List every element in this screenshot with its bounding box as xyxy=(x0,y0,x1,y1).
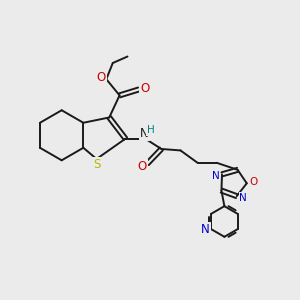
Text: O: O xyxy=(137,160,147,172)
Text: N: N xyxy=(212,171,219,181)
Text: N: N xyxy=(201,223,210,236)
Text: N: N xyxy=(140,127,149,140)
Text: H: H xyxy=(147,125,154,135)
Text: N: N xyxy=(239,193,247,202)
Text: O: O xyxy=(140,82,149,94)
Text: O: O xyxy=(249,177,257,187)
Text: S: S xyxy=(94,158,101,171)
Text: O: O xyxy=(96,70,106,84)
